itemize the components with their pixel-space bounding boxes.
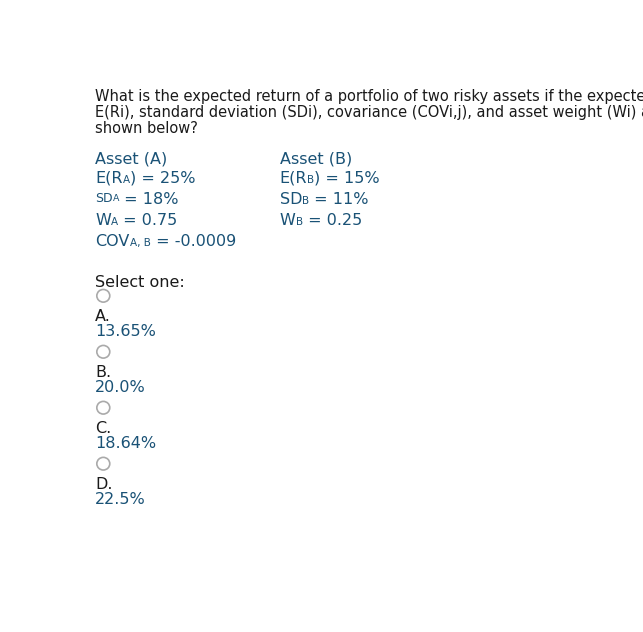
Text: = 18%: = 18% <box>120 191 179 207</box>
Text: A.: A. <box>95 310 111 324</box>
Text: = 0.25: = 0.25 <box>303 213 362 228</box>
Text: ) = 25%: ) = 25% <box>130 171 195 186</box>
Text: = 11%: = 11% <box>309 191 369 207</box>
Text: W: W <box>95 213 111 228</box>
Text: Select one:: Select one: <box>95 276 185 290</box>
Text: A: A <box>123 174 130 185</box>
Text: A, B: A, B <box>130 238 150 248</box>
Text: A: A <box>111 217 118 227</box>
Text: = -0.0009: = -0.0009 <box>150 234 236 249</box>
Text: Asset (B): Asset (B) <box>280 151 352 166</box>
Text: = 0.75: = 0.75 <box>118 213 177 228</box>
Text: E(Ri), standard deviation (SDi), covariance (COVi,j), and asset weight (Wi) are : E(Ri), standard deviation (SDi), covaria… <box>95 105 643 120</box>
Text: 18.64%: 18.64% <box>95 436 156 451</box>
Text: 22.5%: 22.5% <box>95 492 146 507</box>
Text: What is the expected return of a portfolio of two risky assets if the expected r: What is the expected return of a portfol… <box>95 90 643 104</box>
Text: SD: SD <box>95 191 113 205</box>
Text: 13.65%: 13.65% <box>95 324 156 339</box>
Text: 20.0%: 20.0% <box>95 380 146 395</box>
Text: SD: SD <box>280 191 302 207</box>
Text: B.: B. <box>95 365 111 380</box>
Text: D.: D. <box>95 477 113 492</box>
Text: W: W <box>280 213 296 228</box>
Text: E(R: E(R <box>280 171 307 186</box>
Text: E(R: E(R <box>95 171 123 186</box>
Text: COV: COV <box>95 234 130 249</box>
Text: ) = 15%: ) = 15% <box>314 171 380 186</box>
Text: B: B <box>307 174 314 185</box>
Text: B: B <box>296 217 303 227</box>
Text: Asset (A): Asset (A) <box>95 151 168 166</box>
Text: B: B <box>302 195 309 205</box>
Text: shown below?: shown below? <box>95 121 198 136</box>
Text: A: A <box>113 194 120 203</box>
Text: C.: C. <box>95 422 112 436</box>
